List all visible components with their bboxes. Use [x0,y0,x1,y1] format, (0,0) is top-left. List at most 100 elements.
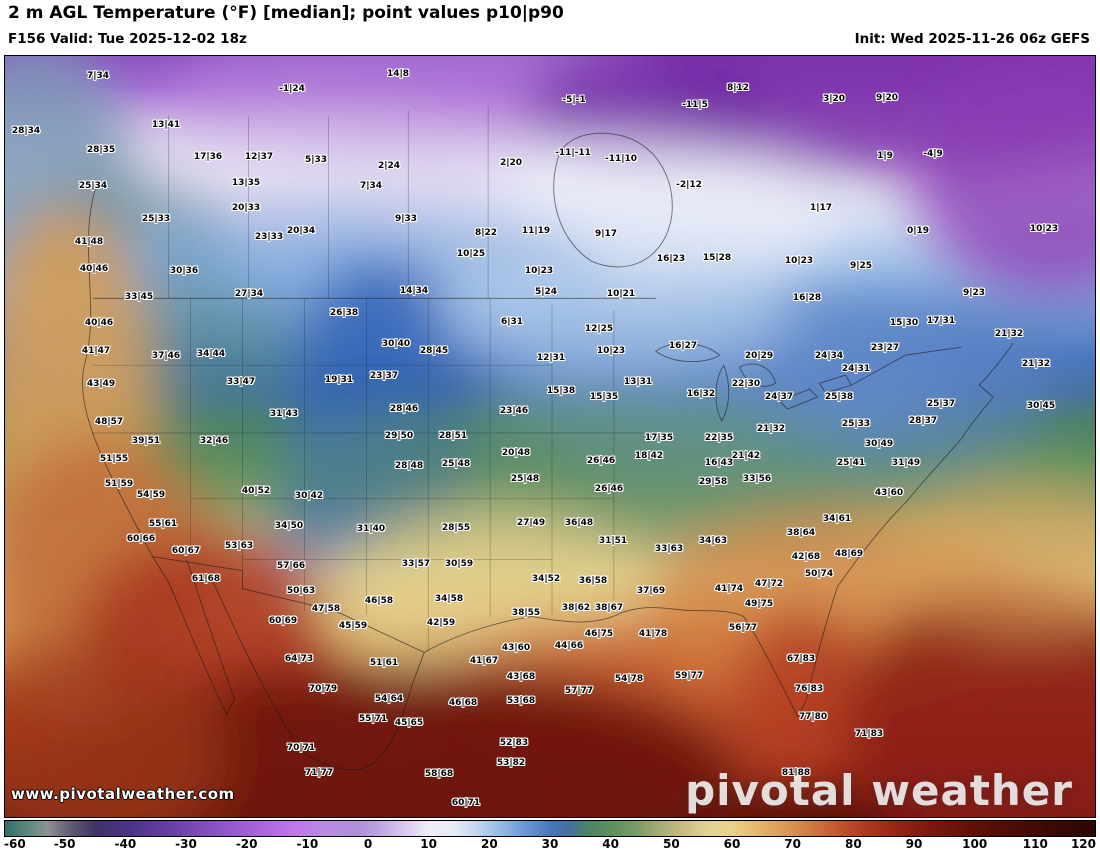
station-value: 46|58 [364,596,394,606]
station-value: 13|31 [623,377,653,387]
init-time-label: Init: Wed 2025-11-26 06z GEFS [854,31,1090,47]
station-value: 25|34 [78,181,108,191]
colorbar-tick-label: -50 [53,837,76,850]
station-value: 45|65 [394,718,424,728]
station-values-layer: 7|34 -1|24 14|8 -5|-1 -11|5 8|12 3|20 9|20 28|34… [5,56,1095,817]
map-canvas: 7|34 -1|24 14|8 -5|-1 -11|5 8|12 3|20 9|20 28|34… [4,55,1096,818]
station-value: 41|78 [638,629,668,639]
station-value: 30|40 [381,339,411,349]
station-value: 71|77 [304,768,334,778]
station-value: 55|61 [148,519,178,529]
station-value: 43|68 [506,672,536,682]
station-value: 34|58 [434,594,464,604]
station-value: 28|45 [419,346,449,356]
colorbar-tick-label: 0 [363,837,373,850]
station-value: 50|63 [286,586,316,596]
title-bar: 2 m AGL Temperature (°F) [median]; point… [0,0,1100,27]
station-value: -1|24 [279,84,305,94]
station-value: 23|46 [499,406,529,416]
valid-time-label: F156 Valid: Tue 2025-12-02 18z [8,31,247,47]
station-value: 6|31 [500,317,524,327]
station-value: 9|25 [849,261,873,271]
station-value: 57|77 [564,686,594,696]
colorbar-tick-label: 40 [602,837,620,850]
station-value: 34|61 [822,514,852,524]
station-value: 43|60 [874,488,904,498]
station-value: 38|62 [561,603,591,613]
watermark-url: www.pivotalweather.com [11,785,235,803]
station-value: 20|33 [231,203,261,213]
colorbar-tick-label: 50 [662,837,680,850]
station-value: -11|10 [604,154,638,164]
station-value: 23|27 [870,343,900,353]
colorbar-gradient [4,820,1096,837]
station-value: 38|67 [594,603,624,613]
station-value: 9|33 [394,214,418,224]
station-value: 58|68 [424,769,454,779]
state-borders [92,105,644,651]
station-value: 46|68 [448,698,478,708]
station-value: 19|31 [324,375,354,385]
station-value: 57|66 [276,561,306,571]
station-value: 33|56 [742,474,772,484]
station-value: 38|64 [786,528,816,538]
station-value: 42|68 [791,552,821,562]
station-value: 34|44 [196,349,226,359]
station-value: 30|49 [864,439,894,449]
station-value: -11|-11 [555,148,591,158]
station-value: 1|17 [809,203,833,213]
colorbar-tick-label: -20 [235,837,258,850]
station-value: 28|46 [389,404,419,414]
colorbar-tick-label: -30 [175,837,197,850]
station-value: 24|34 [814,351,844,361]
colorbar-tick-label: 60 [723,837,741,850]
station-value: 30|45 [1026,401,1056,411]
station-value: 16|32 [686,389,716,399]
station-value: 38|55 [511,608,541,618]
station-value: 12|37 [244,152,274,162]
station-value: 53|63 [224,541,254,551]
station-value: 43|49 [86,379,116,389]
colorbar-ticks: -60 -50 -40 -30 -20 -10 0 10 20 30 40 50 60 70 80 90 100… [4,837,1096,850]
station-value: 10|25 [456,249,486,259]
station-value: 2|20 [499,158,523,168]
station-value: 17|36 [193,152,223,162]
station-value: -5|-1 [562,95,586,105]
station-value: 30|42 [294,491,324,501]
station-value: 31|40 [356,524,386,534]
station-value: 33|63 [654,544,684,554]
station-value: 10|23 [596,346,626,356]
station-value: 33|45 [124,292,154,302]
colorbar: -60 -50 -40 -30 -20 -10 0 10 20 30 40 50 60 70 80 90 100… [4,820,1096,850]
station-value: 45|59 [338,621,368,631]
station-value: 2|24 [377,161,401,171]
station-value: 22|35 [704,433,734,443]
station-value: 49|75 [744,599,774,609]
station-value: 41|67 [469,656,499,666]
station-value: 40|52 [241,486,271,496]
station-value: 47|72 [754,579,784,589]
colorbar-tick-label: 20 [480,837,498,850]
station-value: 60|66 [126,534,156,544]
station-value: 31|43 [269,409,299,419]
station-value: 56|77 [728,623,758,633]
station-value: 25|41 [836,458,866,468]
station-value: 44|66 [554,641,584,651]
station-value: 9|23 [962,288,986,298]
station-value: 25|33 [141,214,171,224]
station-value: 41|48 [74,237,104,247]
station-value: 22|30 [731,379,761,389]
station-value: 41|74 [714,584,744,594]
station-value: 13|41 [151,120,181,130]
station-value: 47|58 [311,604,341,614]
station-value: 33|47 [226,377,256,387]
station-value: 51|61 [369,658,399,668]
station-value: 14|34 [399,286,429,296]
station-value: 70|71 [286,743,316,753]
colorbar-tick-label: 70 [784,837,802,850]
station-value: 41|47 [81,346,111,356]
station-value: 18|42 [634,451,664,461]
station-value: 37|46 [151,351,181,361]
colorbar-tick-label: 10 [420,837,438,850]
